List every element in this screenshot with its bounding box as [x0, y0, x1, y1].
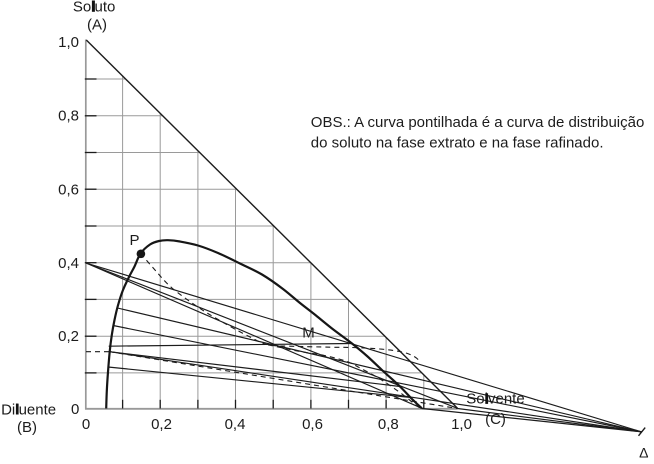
- svg-text:1,0: 1,0: [58, 34, 79, 51]
- svg-text:0,2: 0,2: [58, 328, 79, 345]
- svg-text:0: 0: [82, 416, 90, 433]
- svg-text:0,8: 0,8: [378, 416, 399, 433]
- svg-text:Solvente: Solvente: [466, 391, 524, 408]
- svg-text:0,6: 0,6: [58, 181, 79, 198]
- svg-text:0,4: 0,4: [58, 255, 79, 272]
- svg-text:0,4: 0,4: [225, 416, 246, 433]
- svg-text:do soluto na fase extrato e na: do soluto na fase extrato e na fase rafi…: [311, 134, 604, 151]
- svg-text:OBS.: A curva pontilhada é a c: OBS.: A curva pontilhada é a curva de di…: [311, 114, 645, 131]
- svg-text:0,8: 0,8: [58, 107, 79, 124]
- svg-text:M: M: [302, 324, 315, 341]
- svg-text:(C): (C): [485, 411, 506, 428]
- svg-text:1,0: 1,0: [451, 416, 472, 433]
- svg-text:0,2: 0,2: [151, 416, 172, 433]
- svg-text:Diluente: Diluente: [1, 401, 56, 418]
- svg-text:0: 0: [71, 401, 79, 418]
- svg-text:(B): (B): [17, 419, 37, 436]
- svg-text:Δ: Δ: [639, 445, 648, 461]
- svg-text:0,6: 0,6: [302, 416, 323, 433]
- svg-text:P: P: [129, 232, 139, 249]
- svg-text:(A): (A): [87, 16, 107, 33]
